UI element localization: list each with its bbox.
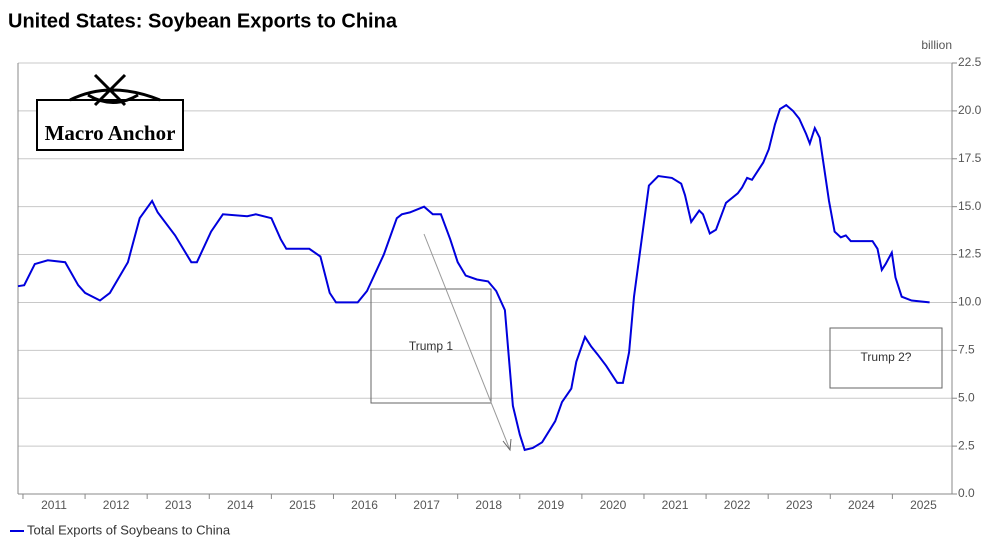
legend-label: Total Exports of Soybeans to China [27,522,231,537]
annotation: Trump 1 Trump 2? [370,233,943,452]
logo: Macro Anchor [36,73,184,151]
plot-area: 0.0 2.5 5.0 7.5 10.0 12.5 15.0 17.5 20.0 22.5 2011… [17,55,982,512]
series-line [17,103,930,452]
y-unit: billion [921,38,952,52]
y-tick-label: 12.5 [958,247,982,261]
y-tick-label: 2.5 [958,438,975,452]
y-tick-label: 7.5 [958,343,975,357]
y-tick-label: 0.0 [958,486,975,500]
annotation-text: Trump 1 [409,339,454,353]
arrow-head [502,438,512,452]
annotation-text: Trump 2? [861,350,912,364]
x-tick-label: 2024 [848,498,875,512]
x-tick-label: 2019 [537,498,564,512]
x-tick-label: 2020 [600,498,627,512]
y-tick-label: 10.0 [958,295,982,309]
x-tick-label: 2018 [475,498,502,512]
x-tick-label: 2025 [910,498,937,512]
y-tick-label: 5.0 [958,390,975,404]
x-tick-label: 2015 [289,498,316,512]
logo-text: Macro Anchor [45,121,176,145]
x-tick-label: 2014 [227,498,254,512]
x-tick-label: 2017 [413,498,440,512]
logo-frame [36,99,184,151]
y-tick-label: 17.5 [958,151,982,165]
annotation-box [370,288,492,404]
x-tick-label: 2016 [351,498,378,512]
chart-title: United States: Soybean Exports to China [8,10,398,32]
annotation-arrow [423,233,511,451]
x-tick-label: 2012 [103,498,130,512]
annotation-box [829,327,943,389]
x-tick-label: 2023 [786,498,813,512]
y-tick-label: 20.0 [958,103,982,117]
x-tick-label: 2013 [165,498,192,512]
x-tick-label: 2021 [662,498,689,512]
x-tick-label: 2022 [724,498,751,512]
y-tick-label: 22.5 [958,55,982,69]
logo-anchor [69,73,161,107]
y-tick-label: 15.0 [958,199,982,213]
x-tick-label: 2011 [41,498,67,512]
